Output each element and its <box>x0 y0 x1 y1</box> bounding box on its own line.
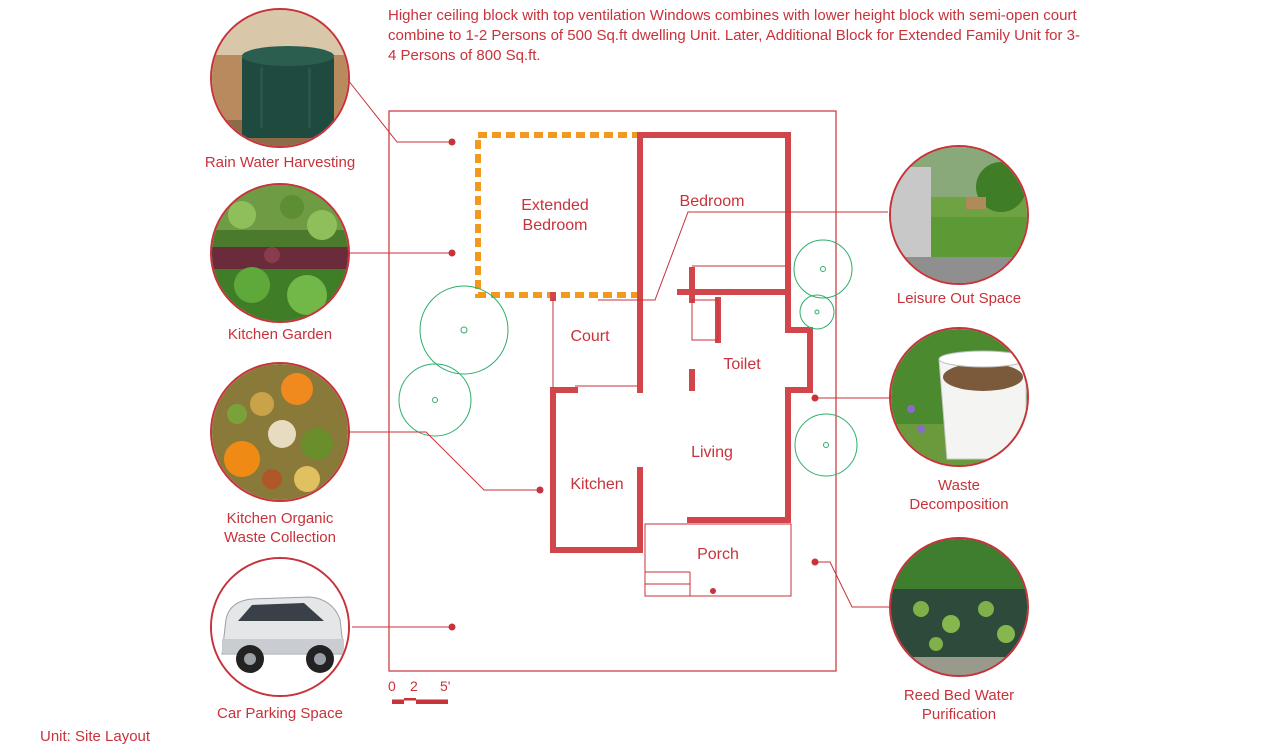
thin-lines <box>552 265 792 597</box>
trees <box>398 239 858 477</box>
description-text: Higher ceiling block with top ventilatio… <box>388 7 1081 64</box>
room-toilet: Toilet <box>723 356 761 373</box>
pond-photo <box>889 537 1029 677</box>
room-living: Living <box>691 444 733 461</box>
label-kitchen-garden: Kitchen Garden <box>227 326 333 343</box>
room-porch: Porch <box>697 546 739 563</box>
leader-dots <box>448 138 819 631</box>
label-line: Waste Collection <box>224 529 336 546</box>
scale-mark-0: 0 <box>388 678 396 694</box>
backyard-photo <box>889 145 1029 285</box>
footer-unit-label: Unit: Site Layout <box>40 728 151 745</box>
label-rain-water-harvesting: Rain Water Harvesting <box>204 154 356 171</box>
compost-bin-photo <box>889 327 1029 467</box>
scale-mark-2: 2 <box>410 678 418 694</box>
scale-bar <box>392 698 448 704</box>
room-extended-bedroom: Extended Bedroom <box>500 196 610 236</box>
water-tank-photo <box>210 8 350 148</box>
label-line: Kitchen Organic <box>226 510 334 527</box>
label-line: Waste <box>938 477 980 494</box>
label-line: Decomposition <box>909 496 1009 513</box>
label-line: Purification <box>921 706 997 723</box>
label-reed-bed-water-purification: Reed Bed Water Purification <box>879 686 1039 724</box>
scale-mark-5: 5' <box>440 678 451 694</box>
site-boundary <box>388 110 837 672</box>
room-court: Court <box>570 328 610 345</box>
leader-lines <box>343 74 890 628</box>
room-label-line: Extended <box>521 197 589 214</box>
garden-photo <box>210 183 350 323</box>
label-leisure-out-space: Leisure Out Space <box>896 290 1022 307</box>
car-photo <box>210 557 350 697</box>
room-bedroom: Bedroom <box>679 193 745 210</box>
label-waste-decomposition: Waste Decomposition <box>879 476 1039 514</box>
room-label-line: Bedroom <box>522 217 588 234</box>
organic-waste-photo <box>210 362 350 502</box>
room-kitchen: Kitchen <box>570 476 624 493</box>
label-car-parking-space: Car Parking Space <box>217 705 343 722</box>
label-kitchen-organic-waste: Kitchen Organic Waste Collection <box>200 509 360 547</box>
label-line: Reed Bed Water <box>903 687 1015 704</box>
